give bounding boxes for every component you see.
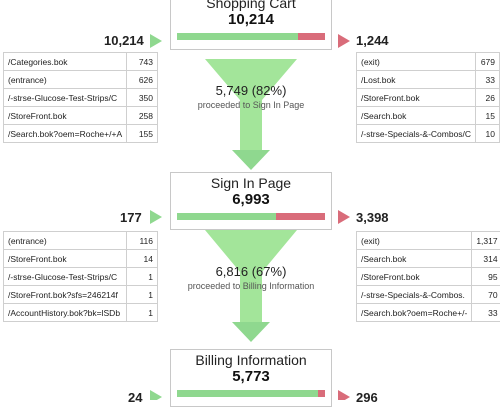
stage-count: 5,773 [171, 368, 331, 385]
table-row[interactable]: (exit)679 [357, 53, 500, 71]
page-path: (entrance) [4, 232, 127, 250]
page-path: /StoreFront.bok [357, 268, 472, 286]
stage-box-billing-information[interactable]: Billing Information 5,773 [170, 349, 332, 407]
exit-count: 296 [356, 390, 378, 405]
table-row[interactable]: (exit)1,317 [357, 232, 500, 250]
stage-count: 6,993 [171, 191, 331, 208]
page-count: 14 [127, 250, 158, 268]
page-path: /AccountHistory.bok?bk=lSDb [4, 304, 127, 322]
stage-progress-fill [177, 213, 276, 220]
page-count: 15 [476, 107, 500, 125]
page-count: 70 [472, 286, 500, 304]
exit-arrow-3 [338, 390, 350, 400]
page-path: /Search.bok [357, 250, 472, 268]
page-count: 626 [127, 71, 158, 89]
page-path: /-strse-Glucose-Test-Strips/C [4, 89, 127, 107]
stage-count: 10,214 [171, 11, 331, 28]
page-path: (exit) [357, 53, 476, 71]
entrance-arrow-1 [150, 34, 162, 48]
entrance-count: 177 [120, 210, 142, 225]
funnel-arrow-2 [232, 322, 270, 342]
table-row[interactable]: (entrance)116 [4, 232, 158, 250]
entrance-arrow-2 [150, 210, 162, 224]
page-path: /-strse-Specials-&-Combos. [357, 286, 472, 304]
page-path: /StoreFront.bok [4, 107, 127, 125]
page-count: 743 [127, 53, 158, 71]
page-count: 1,317 [472, 232, 500, 250]
page-count: 1 [127, 268, 158, 286]
stage-title: Shopping Cart [171, 0, 331, 11]
stage-box-sign-in-page[interactable]: Sign In Page 6,993 [170, 172, 332, 230]
table-row[interactable]: /Search.bok?oem=Roche+/-33 [357, 304, 500, 322]
table-row[interactable]: (entrance)626 [4, 71, 158, 89]
proceeded-label: proceeded to Sign In Page [170, 100, 332, 110]
page-count: 258 [127, 107, 158, 125]
exit-count: 1,244 [356, 33, 389, 48]
entrance-count: 24 [128, 390, 142, 405]
stage-progress-fill [177, 390, 318, 397]
page-path: /Categories.bok [4, 53, 127, 71]
stage-progress-fill [177, 33, 298, 40]
stage-title: Billing Information [171, 352, 331, 368]
proceeded-label: proceeded to Billing Information [170, 281, 332, 291]
proceeded-count: 6,816 (67%) [170, 264, 332, 279]
page-path: (exit) [357, 232, 472, 250]
exit-arrow-2 [338, 210, 350, 224]
table-row[interactable]: /-strse-Specials-&-Combos.70 [357, 286, 500, 304]
proceeded-count: 5,749 (82%) [170, 83, 332, 98]
page-count: 26 [476, 89, 500, 107]
stage-progress-bar [177, 33, 325, 40]
page-path: /StoreFront.bok [4, 250, 127, 268]
page-path: (entrance) [4, 71, 127, 89]
page-path: /-strse-Glucose-Test-Strips/C [4, 268, 127, 286]
exit-arrow-1 [338, 34, 350, 48]
page-path: /-strse-Specials-&-Combos/C [357, 125, 476, 143]
page-count: 679 [476, 53, 500, 71]
entrance-count: 10,214 [104, 33, 144, 48]
exit-count: 3,398 [356, 210, 389, 225]
entrance-arrow-3 [150, 390, 162, 400]
page-count: 350 [127, 89, 158, 107]
page-path: /StoreFront.bok?sfs=246214f [4, 286, 127, 304]
page-path: /StoreFront.bok [357, 89, 476, 107]
page-path: /Lost.bok [357, 71, 476, 89]
stage-title: Sign In Page [171, 175, 331, 191]
page-count: 155 [127, 125, 158, 143]
page-count: 10 [476, 125, 500, 143]
page-path: /Search.bok [357, 107, 476, 125]
page-path: /Search.bok?oem=Roche+/- [357, 304, 472, 322]
stage-progress-bar [177, 390, 325, 397]
funnel-arrow-1 [232, 150, 270, 170]
page-count: 314 [472, 250, 500, 268]
page-path: /Search.bok?oem=Roche+/+A [4, 125, 127, 143]
page-count: 1 [127, 304, 158, 322]
page-count: 33 [476, 71, 500, 89]
page-count: 33 [472, 304, 500, 322]
stage-box-shopping-cart[interactable]: Shopping Cart 10,214 [170, 0, 332, 50]
page-count: 95 [472, 268, 500, 286]
stage-progress-bar [177, 213, 325, 220]
page-count: 116 [127, 232, 158, 250]
page-count: 1 [127, 286, 158, 304]
